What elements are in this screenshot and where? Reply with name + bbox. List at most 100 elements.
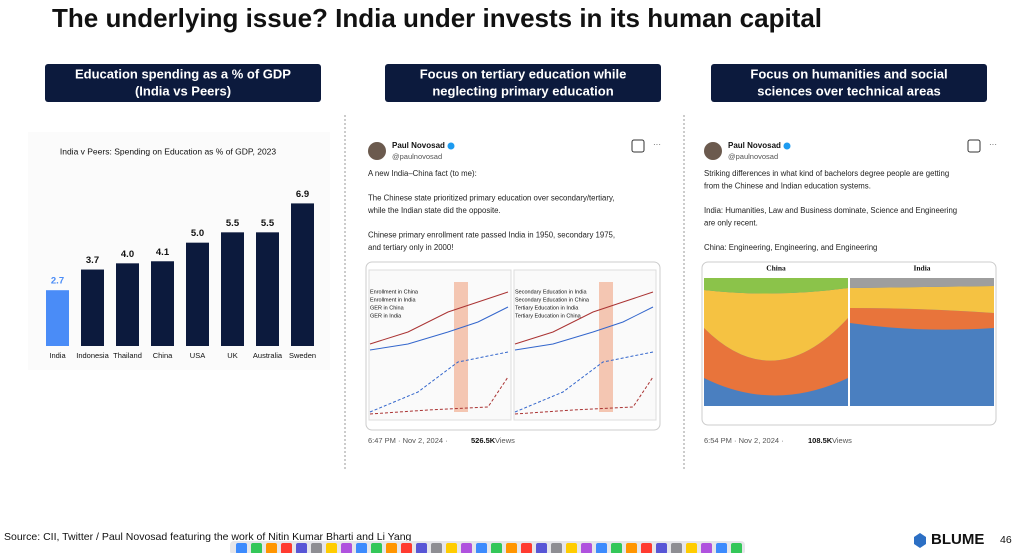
chart-title: India v Peers: Spending on Education as … <box>60 146 277 156</box>
image-label: Tertiary Education in India <box>515 305 579 311</box>
x-tick-label: Sweden <box>289 351 316 360</box>
dock-icon <box>536 543 547 553</box>
logo: BLUME <box>914 531 984 548</box>
tweet-text: while the Indian state did the opposite. <box>367 206 501 215</box>
bar <box>221 232 244 346</box>
line <box>369 351 509 413</box>
x-tick-label: Indonesia <box>76 351 109 360</box>
bar <box>116 263 139 346</box>
image-label: GER in India <box>370 313 402 319</box>
image-label: Secondary Education in India <box>515 289 587 295</box>
dock <box>230 541 745 553</box>
dock-icon <box>446 543 457 553</box>
panel-heading-box <box>711 64 987 102</box>
line <box>369 306 509 351</box>
dock-icon <box>716 543 727 553</box>
tweet-views-word: Views <box>495 436 515 445</box>
highlight-band <box>599 282 613 412</box>
bar <box>291 203 314 346</box>
dock-icon <box>626 543 637 553</box>
tweet-text: India: Humanities, Law and Business domi… <box>704 206 957 215</box>
panel-heading: Education spending as a % of GDP <box>75 66 291 81</box>
data-label: 4.0 <box>121 249 134 260</box>
panel-heading: Focus on tertiary education while <box>420 66 627 81</box>
dock-icon <box>386 543 397 553</box>
more: ··· <box>989 140 997 149</box>
dock-icon <box>521 543 532 553</box>
x-tick-label: UK <box>227 351 237 360</box>
image-label: India <box>913 264 930 273</box>
x-tick-label: Thailand <box>113 351 142 360</box>
source: Source: CII, Twitter / Paul Novosad feat… <box>4 531 412 543</box>
dock-icon <box>281 543 292 553</box>
image-label: GER in China <box>370 305 405 311</box>
dock-icon <box>236 543 247 553</box>
data-label: 3.7 <box>86 255 99 266</box>
area <box>850 308 994 330</box>
image-panel <box>513 269 657 421</box>
tweet-text: A new India–China fact (to me): <box>368 169 477 178</box>
dock-icon <box>371 543 382 553</box>
area <box>850 286 994 313</box>
line <box>514 376 654 415</box>
dock-icon <box>506 543 517 553</box>
dock-icon <box>266 543 277 553</box>
data-label: 2.7 <box>51 276 64 287</box>
dock-icon <box>596 543 607 553</box>
dock-icon <box>641 543 652 553</box>
dock-icon <box>671 543 682 553</box>
tweet-image: China India <box>701 261 997 426</box>
panel-heading: (India vs Peers) <box>135 83 231 98</box>
tweet-text: and tertiary only in 2000! <box>368 243 453 252</box>
dock-icon <box>491 543 502 553</box>
dock-icon <box>731 543 742 553</box>
image-panel <box>368 269 512 421</box>
image-label: Tertiary Education in China <box>515 313 582 319</box>
avatar <box>704 142 722 160</box>
area <box>704 278 848 294</box>
tweet-text: are only recent. <box>704 218 758 227</box>
author-handle: @paulnovosad <box>728 152 778 161</box>
dock-icon <box>701 543 712 553</box>
dock-icon <box>581 543 592 553</box>
dock-icon <box>356 543 367 553</box>
dock-icon <box>476 543 487 553</box>
dock-icon <box>566 543 577 553</box>
author-handle: @paulnovosad <box>392 152 442 161</box>
x-tick-label: USA <box>190 351 205 360</box>
x-tick-label: Australia <box>253 351 283 360</box>
area <box>704 318 848 396</box>
line <box>514 291 654 345</box>
dock-icon <box>416 543 427 553</box>
dock-icon <box>551 543 562 553</box>
author-name: Paul Novosad <box>728 141 781 150</box>
panel-heading-box <box>45 64 321 102</box>
image-label: Enrollment in India <box>370 297 416 303</box>
x-logo <box>631 139 645 153</box>
data-label: 6.9 <box>296 189 309 200</box>
dock-icon <box>431 543 442 553</box>
author-name: Paul Novosad <box>392 141 445 150</box>
dock-icon <box>251 543 262 553</box>
image-label: Secondary Education in China <box>515 297 590 303</box>
tweet-views: 526.5K <box>471 436 496 445</box>
more: ··· <box>653 140 661 149</box>
bar <box>256 232 279 346</box>
dock-icon <box>311 543 322 553</box>
data-label: 5.5 <box>226 218 240 229</box>
tweet-time: 6:47 PM · Nov 2, 2024 · <box>368 436 448 445</box>
panel-heading: Focus on humanities and social <box>750 66 947 81</box>
line <box>369 291 509 345</box>
bar <box>46 290 69 346</box>
image-label: China <box>766 264 786 273</box>
image-label: Enrollment in China <box>370 289 419 295</box>
tweet-text: The Chinese state prioritized primary ed… <box>368 194 614 203</box>
logo-text: BLUME <box>931 531 984 548</box>
chart-background <box>28 132 330 370</box>
dock-icon <box>611 543 622 553</box>
panel-heading-box <box>385 64 661 102</box>
tweet-text: from the Chinese and Indian education sy… <box>704 181 871 190</box>
dock-icon <box>461 543 472 553</box>
x-logo <box>967 139 981 153</box>
verified-badge <box>783 142 791 150</box>
